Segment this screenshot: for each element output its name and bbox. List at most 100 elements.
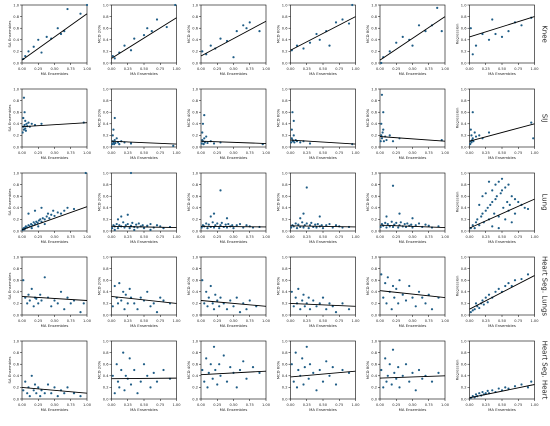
data-point (139, 380, 142, 383)
data-point (115, 222, 118, 226)
data-point (380, 137, 384, 140)
x-tick-label: 0.75 (246, 319, 254, 323)
x-tick-label: 0.75 (514, 67, 522, 71)
x-tick-label: 0.50 (408, 235, 417, 239)
data-point (206, 227, 209, 230)
data-point (291, 111, 294, 114)
data-point (494, 290, 497, 293)
y-tick-label: 0.8 (13, 351, 19, 355)
data-point (491, 225, 494, 228)
data-point (40, 51, 43, 54)
x-tick-label: 0.00 (18, 235, 27, 239)
y-tick-label: 1.0 (371, 255, 377, 259)
fit-line (21, 386, 88, 394)
y-tick-label: 0.2 (371, 386, 377, 390)
x-tick-label: 0.00 (197, 319, 206, 323)
data-point (149, 222, 152, 226)
data-point (201, 131, 204, 134)
data-point (497, 227, 500, 230)
y-tick-label: 0.4 (461, 38, 467, 42)
x-tick-label: 0.50 (319, 319, 328, 323)
data-point (242, 24, 245, 27)
x-tick-label: 0.50 (408, 67, 417, 71)
y-tick-label: 0.4 (192, 206, 198, 210)
data-point (59, 32, 63, 36)
x-tick-label: 1.00 (441, 403, 450, 407)
y-tick-label: 0.0 (103, 229, 109, 233)
x-tick-label: 0.00 (376, 403, 385, 407)
data-point (328, 374, 331, 377)
x-tick-label: 0.25 (34, 235, 42, 239)
data-point (390, 220, 393, 223)
panel-frame (21, 172, 88, 232)
data-point (520, 277, 523, 281)
y-tick-label: 0.4 (461, 374, 467, 378)
x-tick-label: 0.25 (303, 151, 311, 155)
data-point (308, 308, 312, 311)
data-point (294, 351, 297, 354)
data-point (59, 212, 63, 215)
data-point (507, 282, 510, 285)
y-axis-label: MCD 80% (365, 276, 370, 295)
y-tick-label: 1.0 (103, 87, 109, 91)
data-point (391, 225, 395, 229)
y-tick-label: 0.6 (282, 195, 288, 199)
data-point (506, 200, 509, 204)
fit-line (379, 136, 446, 142)
x-tick-label: 0.00 (286, 151, 295, 155)
x-axis-label: MA Ensembles (488, 323, 516, 328)
data-point (424, 223, 427, 226)
data-point (395, 41, 398, 44)
data-point (248, 21, 251, 24)
y-axis-label: Regression (455, 23, 460, 44)
x-tick-label: 1.00 (172, 67, 181, 71)
x-axis-label: MA Ensembles (399, 407, 427, 412)
data-point (203, 137, 206, 140)
data-point (30, 287, 33, 290)
data-point (113, 392, 116, 395)
x-tick-label: 0.25 (482, 403, 490, 407)
y-tick-label: 0.2 (192, 134, 198, 138)
fit-line (111, 17, 177, 59)
data-point (229, 366, 232, 369)
data-point (299, 308, 302, 311)
y-tick-label: 0.8 (282, 351, 288, 355)
data-point (290, 128, 293, 131)
data-point (22, 96, 26, 99)
data-point (411, 226, 414, 229)
y-axis-label: Regression (455, 275, 460, 296)
data-point (325, 224, 328, 227)
data-point (507, 387, 510, 390)
data-point (379, 140, 382, 143)
x-tick-label: 1.00 (83, 67, 92, 71)
panel-frame (379, 4, 446, 64)
data-point (395, 377, 398, 380)
x-tick-label: 1.00 (262, 403, 271, 407)
data-point (39, 293, 42, 296)
y-tick-label: 0.8 (371, 183, 377, 187)
y-tick-label: 0.2 (282, 386, 288, 390)
x-tick-label: 0.00 (465, 319, 474, 323)
y-axis-label: MCD 20% (97, 108, 102, 127)
x-tick-label: 0.25 (213, 235, 221, 239)
x-tick-label: 0.00 (465, 403, 474, 407)
y-tick-label: 0.2 (461, 302, 467, 306)
panel-frame (290, 340, 356, 400)
y-tick-label: 0.4 (13, 122, 19, 126)
x-tick-label: 0.50 (50, 319, 59, 323)
data-point (471, 309, 474, 312)
y-tick-label: 0.6 (192, 111, 198, 115)
data-point (218, 305, 221, 308)
data-point (124, 374, 127, 377)
data-point (502, 206, 505, 209)
data-point (411, 296, 414, 299)
fit-line (469, 16, 535, 38)
fit-line (21, 122, 88, 128)
y-tick-label: 0.6 (103, 27, 109, 31)
x-tick-label: 0.75 (335, 151, 343, 155)
data-point (474, 44, 478, 47)
row-label: Heart Seg. Heart (541, 341, 549, 400)
data-point (497, 180, 500, 183)
y-tick-label: 0.8 (192, 183, 198, 187)
data-point (523, 206, 526, 209)
